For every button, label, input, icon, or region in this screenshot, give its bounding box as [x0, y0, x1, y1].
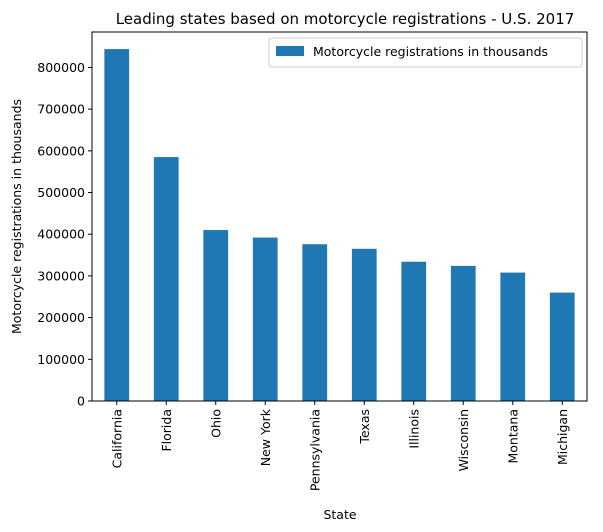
y-tick-label: 200000 — [37, 310, 85, 325]
bar-ohio — [203, 230, 229, 401]
x-tick-label: Texas — [357, 409, 372, 445]
bar-pennsylvania — [302, 244, 328, 401]
bar-michigan — [549, 292, 575, 401]
x-tick-label: California — [109, 409, 124, 468]
bar-series — [104, 49, 575, 402]
x-tick-label: Michigan — [555, 409, 570, 465]
bar-california — [104, 49, 130, 402]
y-tick-label: 600000 — [37, 143, 85, 158]
legend-box — [268, 37, 583, 68]
x-tick-label: Ohio — [208, 409, 223, 438]
x-axis-title: State — [323, 507, 356, 522]
bar-new-york — [252, 237, 278, 401]
y-tick-label: 100000 — [37, 352, 85, 367]
chart-title: Leading states based on motorcycle regis… — [116, 10, 575, 28]
y-tick-label: 300000 — [37, 268, 85, 283]
x-tick-label: Pennsylvania — [307, 409, 322, 491]
legend-swatch — [276, 46, 304, 56]
x-tick-label: Montana — [505, 409, 520, 464]
x-tick-label: Illinois — [406, 409, 421, 449]
bar-wisconsin — [450, 265, 476, 401]
legend: Motorcycle registrations in thousands — [268, 37, 583, 68]
bar-montana — [500, 272, 526, 401]
bar-texas — [351, 248, 377, 401]
y-tick-label: 700000 — [37, 102, 85, 117]
legend-label: Motorcycle registrations in thousands — [313, 44, 548, 59]
y-axis-title: Motorcycle registrations in thousands — [9, 99, 24, 334]
y-tick-label: 500000 — [37, 185, 85, 200]
bar-illinois — [401, 261, 427, 401]
y-tick-label: 400000 — [37, 227, 85, 242]
x-tick-label: Wisconsin — [456, 409, 471, 471]
x-tick-label: Florida — [159, 409, 174, 452]
y-tick-label: 0 — [77, 394, 85, 409]
plot-frame — [91, 31, 588, 402]
x-tick-label: New York — [258, 408, 273, 466]
y-axis: 0 100000 200000 300000 400000 500000 600000 700… — [37, 60, 92, 409]
bar-florida — [153, 157, 179, 401]
y-tick-label: 800000 — [37, 60, 85, 75]
x-axis: California Florida Ohio New York Pennsylvani… — [109, 401, 570, 491]
